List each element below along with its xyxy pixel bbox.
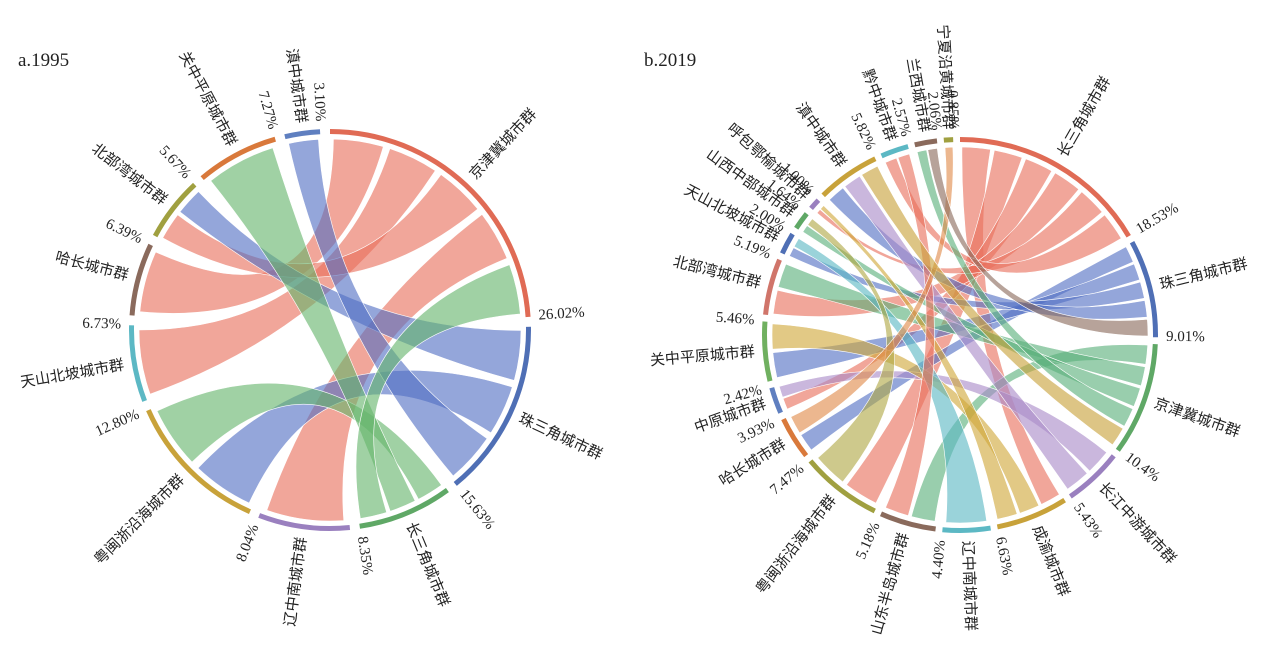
segment-arc-6 <box>879 511 936 532</box>
segment-label-7: 粤闽浙沿海城市群 <box>752 491 840 597</box>
share-label-10: 5.46% <box>715 310 755 329</box>
segment-arc-3 <box>1068 454 1116 499</box>
segment-arc-2 <box>359 488 449 529</box>
share-label-0: 26.02% <box>538 305 585 324</box>
segment-label-15: 滇中城市群 <box>792 99 850 171</box>
segment-arc-18 <box>943 137 954 143</box>
segment-arc-9 <box>284 129 321 140</box>
share-label-18: 0.85% <box>944 90 961 129</box>
share-label-2: 10.4% <box>1122 450 1163 486</box>
segment-label-6: 哈长城市群 <box>53 248 130 285</box>
segment-label-2: 京津冀城市群 <box>1152 394 1243 441</box>
segment-label-0: 京津冀城市群 <box>466 105 541 183</box>
share-label-15: 5.82% <box>847 111 878 153</box>
segment-arc-10 <box>762 321 773 382</box>
chord-ribbon-5 <box>884 157 1122 274</box>
share-label-1: 15.63% <box>456 487 498 533</box>
share-label-4: 12.80% <box>93 407 142 440</box>
share-label-0: 18.53% <box>1133 200 1181 237</box>
segment-label-11: 北部湾城市群 <box>671 252 763 292</box>
segment-arc-1 <box>453 326 531 486</box>
chord-chart-2019: 长三角城市群 18.53% 珠三角城市群 9.01% 京津冀城市群 10.4%长江中游城市… <box>649 24 1249 637</box>
panel-b-title: b.2019 <box>644 50 696 71</box>
segment-label-3: 辽中南城市群 <box>281 536 311 628</box>
segment-arc-5 <box>942 525 992 534</box>
share-label-17: 2.06% <box>924 91 944 131</box>
segment-arc-8 <box>200 136 276 181</box>
segment-arc-9 <box>769 387 783 414</box>
segment-arc-13 <box>794 212 809 230</box>
share-label-6: 6.39% <box>103 216 145 247</box>
chord-ribbon-9 <box>828 187 1148 320</box>
share-label-7: 7.47% <box>767 461 807 498</box>
chord-ribbon-23 <box>927 148 1149 337</box>
segment-arc-8 <box>781 417 809 458</box>
segment-arc-2 <box>1115 343 1158 452</box>
chord-ribbon-13 <box>916 149 1134 427</box>
panel-a-title: a.1995 <box>18 50 69 71</box>
segment-label-7: 北部湾城市群 <box>88 139 170 208</box>
share-label-1: 9.01% <box>1166 329 1205 345</box>
segment-arc-6 <box>129 243 153 316</box>
chord-ribbon-18 <box>793 238 988 524</box>
segment-arc-3 <box>258 513 351 531</box>
chord-ribbon-6 <box>288 139 488 477</box>
ribbon-group <box>138 138 522 522</box>
segment-label-5: 辽中南城市群 <box>959 541 980 632</box>
chord-ribbon-17 <box>820 205 1018 520</box>
segment-label-4: 成渝城市群 <box>1029 523 1073 599</box>
segment-arc-17 <box>914 138 938 148</box>
share-label-9: 3.10% <box>310 82 328 122</box>
share-label-3: 5.43% <box>1070 500 1105 541</box>
segment-label-5: 天山北坡城市群 <box>19 356 126 392</box>
segment-arc-4 <box>996 498 1066 530</box>
share-label-3: 8.04% <box>234 522 263 564</box>
segment-label-4: 粤闽浙沿海城市群 <box>90 471 188 569</box>
segment-label-9: 滇中城市群 <box>283 47 311 124</box>
share-label-6: 5.18% <box>853 520 883 562</box>
chord-chart-1995: 京津冀城市群 26.02% 珠三角城市群 15.63%长三角城市群 8.35% 辽中南城市… <box>19 47 605 627</box>
segment-label-0: 长三角城市群 <box>1054 73 1114 160</box>
chord-ribbon-16 <box>771 323 1040 514</box>
segment-arc-7 <box>808 459 876 514</box>
segment-arc-0 <box>960 137 1131 238</box>
segment-arc-15 <box>821 156 877 198</box>
segment-label-1: 珠三角城市群 <box>516 409 605 463</box>
share-label-7: 5.67% <box>156 143 194 182</box>
share-label-8: 7.27% <box>255 89 281 131</box>
segment-label-1: 珠三角城市群 <box>1158 254 1250 293</box>
chord-ribbon-15 <box>844 175 1088 490</box>
segment-arc-5 <box>129 325 147 402</box>
segment-arc-14 <box>809 198 821 210</box>
share-label-5: 4.40% <box>929 539 948 579</box>
share-label-5: 6.73% <box>82 316 121 333</box>
chord-ribbon-9 <box>355 264 521 519</box>
segment-arc-11 <box>763 258 782 316</box>
segment-label-10: 关中平原城市群 <box>649 342 755 369</box>
segment-arc-7 <box>152 182 197 238</box>
share-label-2: 8.35% <box>354 535 376 576</box>
segment-arc-1 <box>1129 241 1158 338</box>
segment-arc-16 <box>880 144 909 159</box>
chord-ribbon-21 <box>790 146 954 434</box>
segment-arc-12 <box>780 232 795 255</box>
segment-label-8: 关中平原城市群 <box>175 48 240 149</box>
share-label-4: 6.63% <box>992 536 1015 577</box>
chord-ribbon-22 <box>861 165 1124 446</box>
segment-label-2: 长三角城市群 <box>402 519 453 609</box>
segment-label-3: 长江中游城市群 <box>1095 479 1180 568</box>
chord-ribbon-20 <box>807 218 895 483</box>
ribbon-group <box>771 146 1149 524</box>
